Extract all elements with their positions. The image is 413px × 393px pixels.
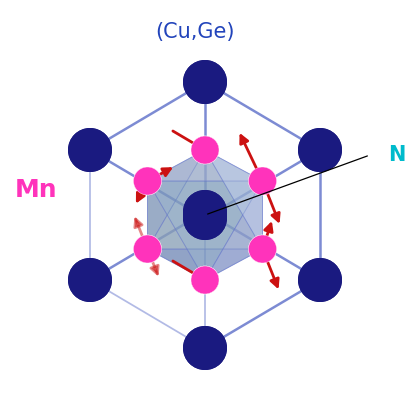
Circle shape bbox=[191, 136, 219, 164]
Circle shape bbox=[195, 205, 215, 225]
Circle shape bbox=[183, 326, 227, 370]
Circle shape bbox=[183, 196, 227, 240]
Circle shape bbox=[68, 258, 112, 302]
Circle shape bbox=[191, 266, 219, 294]
Circle shape bbox=[133, 235, 161, 263]
Circle shape bbox=[183, 196, 227, 240]
Circle shape bbox=[191, 266, 219, 294]
Circle shape bbox=[183, 326, 227, 370]
Polygon shape bbox=[147, 181, 263, 280]
Circle shape bbox=[298, 128, 342, 172]
Circle shape bbox=[133, 167, 161, 195]
Circle shape bbox=[249, 167, 276, 195]
Text: Mn: Mn bbox=[15, 178, 58, 202]
Polygon shape bbox=[147, 181, 205, 280]
Circle shape bbox=[183, 190, 227, 234]
Circle shape bbox=[183, 190, 227, 234]
Circle shape bbox=[183, 60, 227, 104]
Circle shape bbox=[298, 258, 342, 302]
Polygon shape bbox=[147, 150, 263, 249]
Circle shape bbox=[249, 235, 276, 263]
Circle shape bbox=[133, 167, 161, 195]
Polygon shape bbox=[147, 150, 263, 181]
Circle shape bbox=[249, 167, 276, 195]
Polygon shape bbox=[147, 150, 205, 249]
Circle shape bbox=[68, 128, 112, 172]
Circle shape bbox=[133, 235, 161, 263]
Circle shape bbox=[191, 136, 219, 164]
Circle shape bbox=[68, 258, 112, 302]
Circle shape bbox=[249, 235, 276, 263]
Circle shape bbox=[298, 258, 342, 302]
Polygon shape bbox=[147, 249, 263, 280]
Circle shape bbox=[68, 128, 112, 172]
Polygon shape bbox=[205, 181, 263, 280]
Polygon shape bbox=[205, 150, 263, 249]
Circle shape bbox=[298, 128, 342, 172]
Text: (Cu,Ge): (Cu,Ge) bbox=[155, 22, 235, 42]
Text: N: N bbox=[388, 145, 406, 165]
Circle shape bbox=[183, 60, 227, 104]
